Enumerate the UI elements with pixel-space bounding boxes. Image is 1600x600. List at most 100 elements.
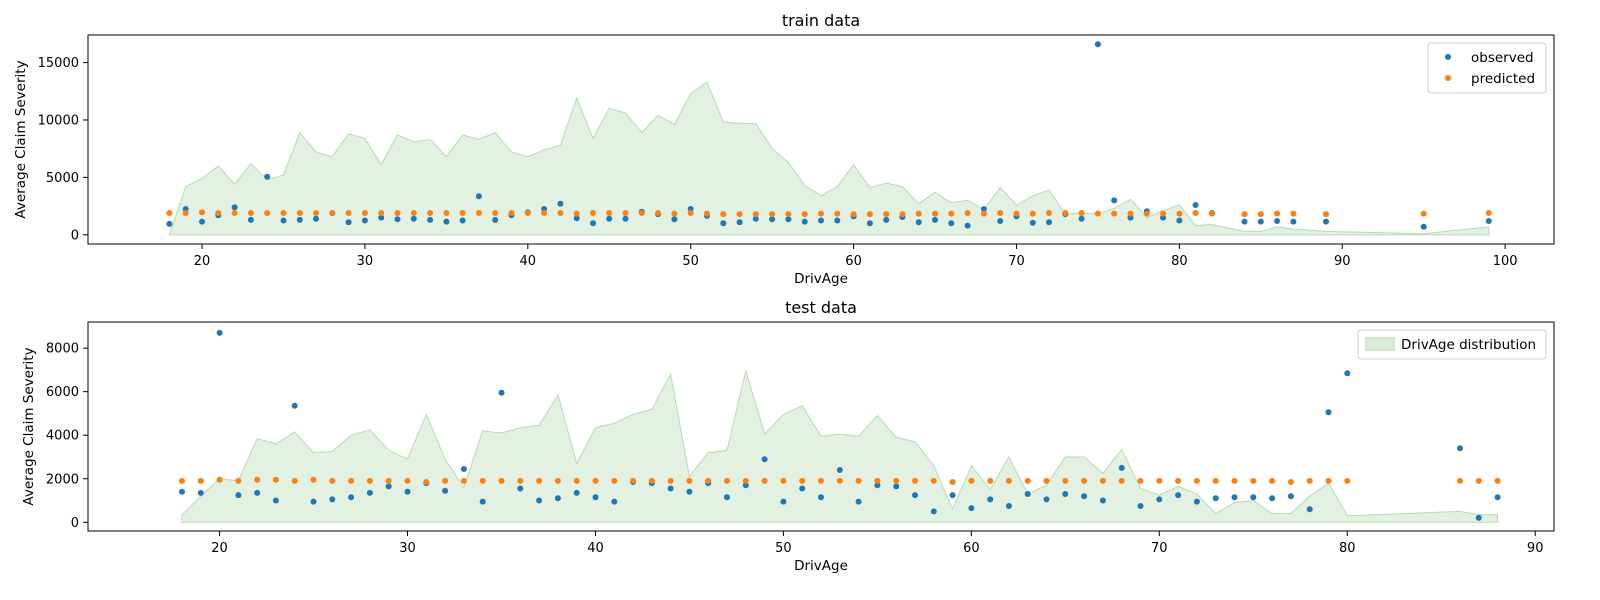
predicted-point [394, 210, 401, 216]
x-tick-label: 50 [775, 541, 792, 556]
observed-point [1156, 496, 1163, 503]
predicted-point [1494, 477, 1501, 484]
observed-point [310, 498, 317, 505]
observed-point [1099, 497, 1106, 504]
distribution-legend-marker [1365, 337, 1395, 351]
observed-legend-marker [1445, 54, 1451, 60]
predicted-point [254, 476, 261, 483]
predicted-point [1323, 211, 1329, 218]
observed-point [517, 485, 524, 492]
predicted-point [1290, 210, 1297, 217]
predicted-point [1457, 477, 1463, 484]
y-tick-label: 0 [71, 228, 79, 243]
predicted-point [648, 477, 655, 484]
predicted-point [622, 210, 629, 216]
observed-point [964, 222, 971, 229]
predicted-point [834, 210, 841, 217]
predicted-point [1192, 210, 1199, 216]
observed-point [329, 496, 336, 503]
observed-point [197, 489, 204, 496]
x-axis-label: DrivAge [794, 558, 848, 574]
observed-point [1005, 503, 1012, 509]
observed-point [1344, 370, 1351, 377]
predicted-point [348, 477, 355, 484]
predicted-point [1241, 211, 1248, 218]
observed-point [427, 216, 434, 223]
predicted-point [479, 477, 486, 484]
observed-point [724, 494, 730, 501]
predicted-point [1208, 210, 1215, 217]
predicted-point [836, 477, 843, 484]
predicted-legend-marker [1445, 75, 1451, 81]
predicted-point [247, 210, 254, 216]
observed-point [1175, 492, 1182, 499]
observed-point [1111, 197, 1118, 204]
predicted-point [724, 477, 730, 484]
predicted-point [1250, 477, 1257, 484]
predicted-point [1046, 210, 1052, 216]
observed-point [736, 219, 743, 226]
predicted-point [850, 211, 857, 218]
predicted-point [1137, 477, 1144, 484]
observed-point [216, 329, 223, 336]
observed-point [179, 488, 185, 495]
predicted-point [1306, 477, 1313, 484]
predicted-point [630, 477, 637, 484]
x-tick-label: 90 [1527, 541, 1544, 556]
predicted-point [866, 211, 873, 218]
observed-point [410, 215, 417, 222]
observed-point [235, 492, 242, 499]
predicted-point [197, 477, 204, 484]
predicted-point [883, 211, 890, 218]
y-tick-label: 5000 [46, 171, 79, 186]
legend: DrivAge distribution [1357, 329, 1547, 360]
observed-point [459, 217, 466, 224]
observed-point [948, 220, 955, 227]
predicted-point [1176, 210, 1183, 217]
observed-point [997, 218, 1004, 224]
chart-title: test data [785, 298, 857, 317]
test-data-panel: 20 30 40 50 60 70 80 90 0 2000 4000 6000 8000 test da… [21, 298, 1555, 574]
predicted-point [1257, 211, 1264, 218]
observed-point [254, 489, 261, 496]
observed-point [573, 489, 580, 496]
observed-point [385, 483, 392, 490]
observed-point [801, 218, 808, 225]
observed-point [1287, 493, 1294, 500]
predicted-point [443, 210, 450, 216]
observed-point [855, 498, 862, 505]
predicted-point [508, 210, 515, 216]
predicted-point [1024, 477, 1031, 484]
observed-point [1046, 219, 1052, 226]
observed-point [247, 216, 254, 223]
observed-point [404, 488, 411, 495]
predicted-point [329, 210, 336, 216]
predicted-point [215, 210, 222, 216]
observed-point [348, 494, 355, 501]
predicted-point [1212, 477, 1219, 484]
legend-label: DrivAge distribution [1401, 337, 1536, 353]
y-tick-label: 0 [71, 516, 79, 531]
legend-box [1357, 329, 1547, 360]
predicted-point [272, 476, 279, 483]
predicted-point [949, 479, 956, 485]
observed-point [264, 173, 271, 180]
observed-point [720, 220, 727, 227]
predicted-point [460, 477, 467, 484]
observed-point [1323, 218, 1329, 225]
axes-frame [87, 321, 1555, 532]
predicted-point [720, 211, 727, 218]
predicted-point [855, 477, 862, 484]
observed-point [1118, 464, 1125, 471]
predicted-point [592, 477, 599, 484]
observed-point [313, 215, 319, 222]
observed-point [780, 498, 787, 505]
train-data-panel: 20 30 40 50 60 70 80 90 100 0 5000 10000 15000 train … [13, 11, 1555, 287]
observed-point [912, 492, 918, 499]
observed-point [1094, 41, 1101, 48]
predicted-point [1078, 210, 1085, 216]
observed-point [557, 200, 564, 207]
observed-point [573, 215, 580, 222]
predicted-point [296, 210, 303, 216]
predicted-point [573, 477, 580, 484]
